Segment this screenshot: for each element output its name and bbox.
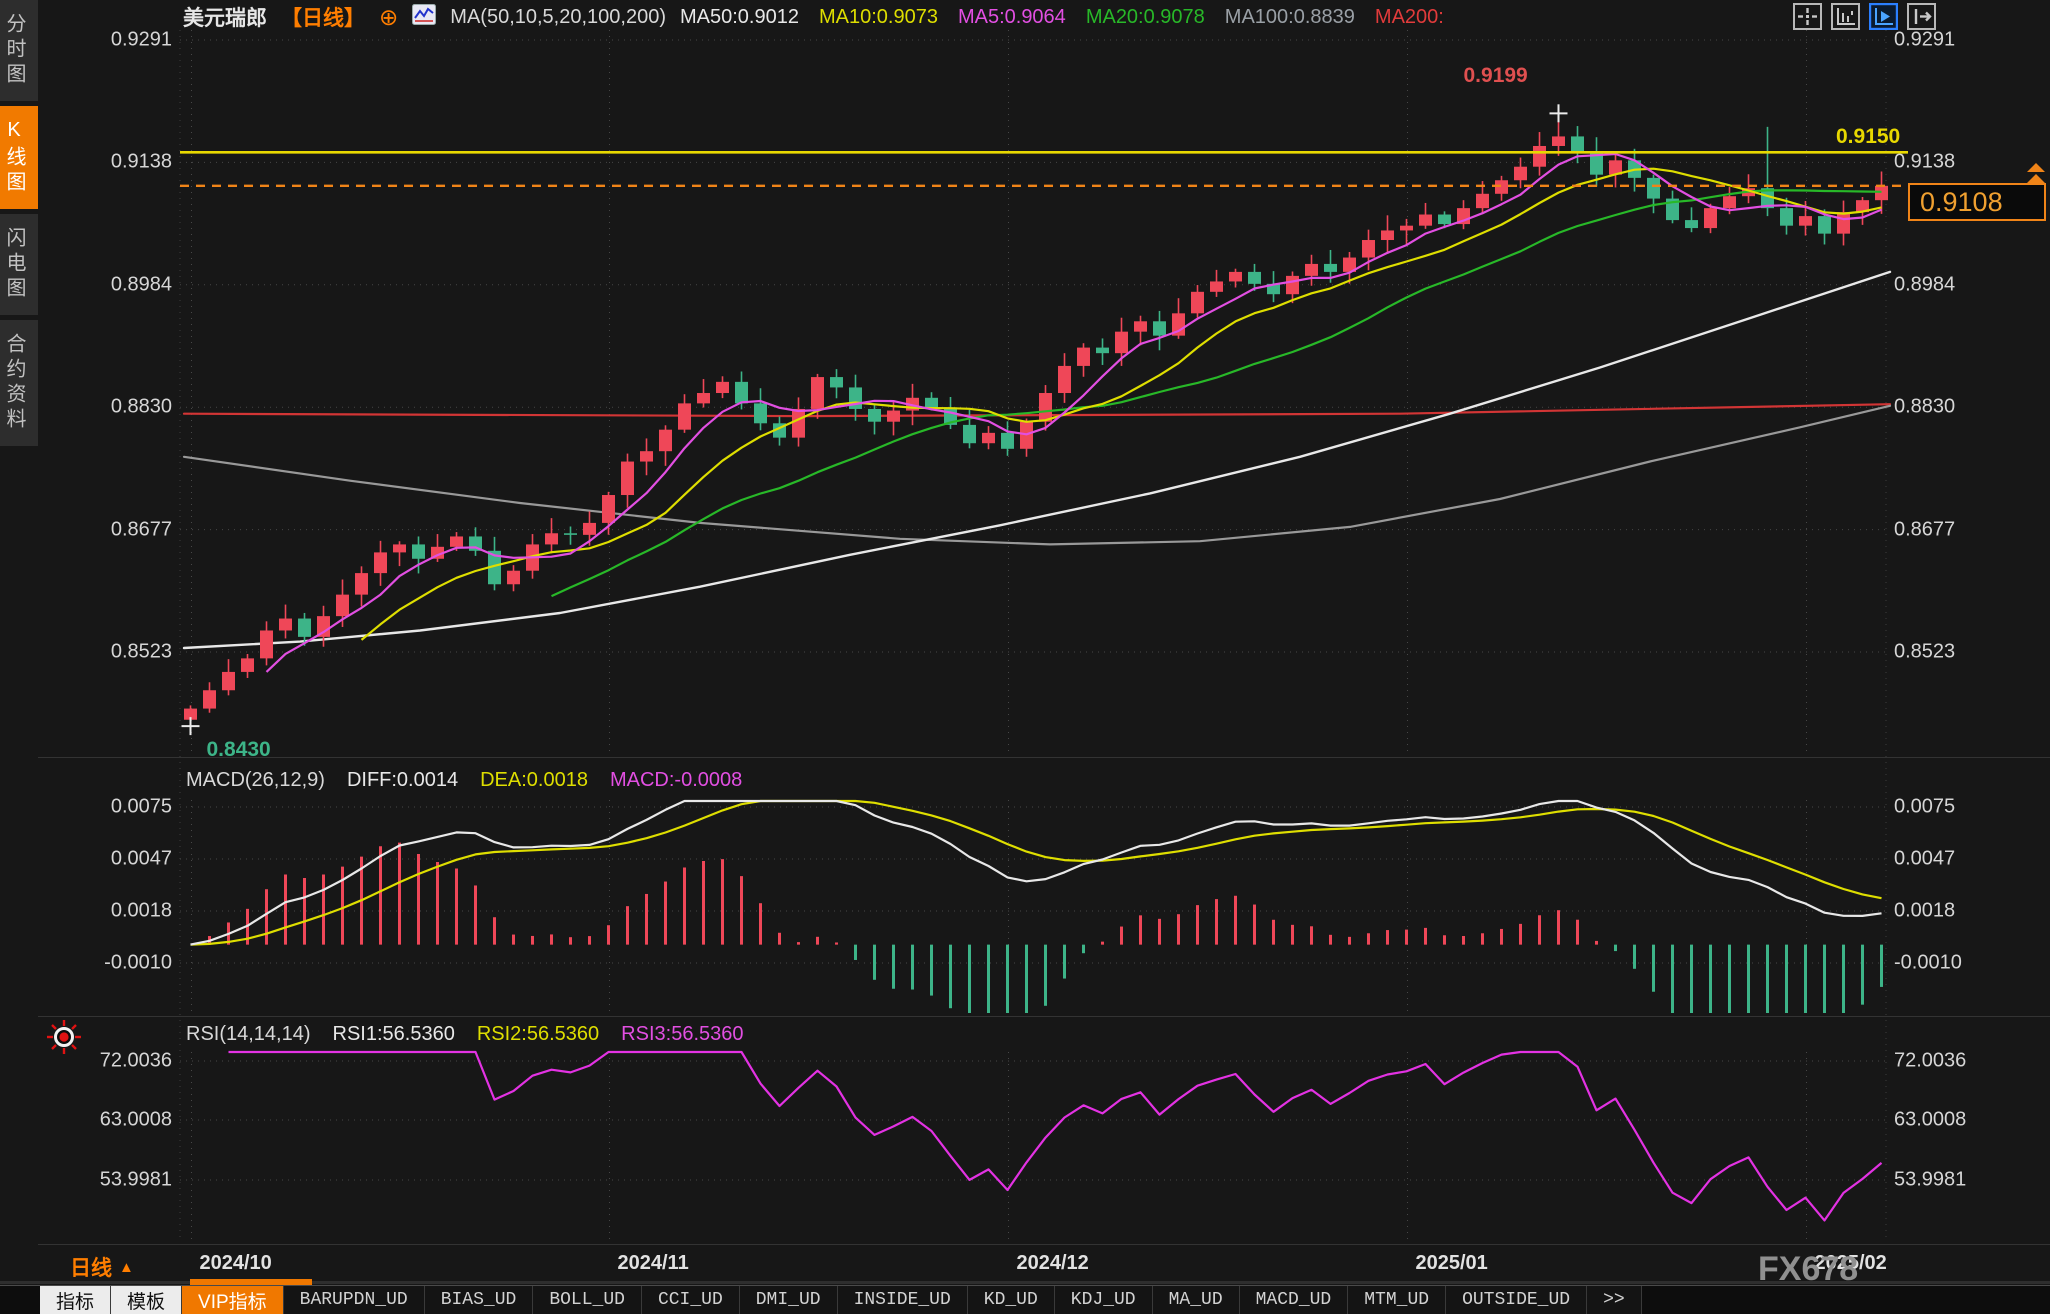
price-axis-label-left: 0.8677: [110, 518, 172, 541]
sidebar-item-2[interactable]: 闪电图: [0, 214, 38, 315]
candles-layer: [184, 113, 1888, 727]
date-axis-label: 2025/02: [1814, 1252, 1887, 1274]
chart-toolbar: [1793, 2, 1936, 31]
price-axis-label-left: 0.8984: [110, 273, 172, 296]
chart-thumbnail-icon[interactable]: [412, 4, 437, 30]
price-axis-label-right: 0.8523: [1894, 640, 1956, 663]
indicator-tab-8[interactable]: INSIDE_UD: [837, 1286, 968, 1314]
rsi-axis-label-left: 53.9981: [99, 1168, 172, 1191]
current-price-box: 0.9108: [1908, 183, 2046, 221]
panel-divider: [0, 1016, 2050, 1017]
date-axis-label: 2024/11: [617, 1252, 689, 1274]
macd-params: MACD(26,12,9): [186, 769, 325, 791]
indicator-tab-6[interactable]: CCI_UD: [641, 1286, 740, 1314]
panel-divider: [0, 757, 2050, 758]
ma-legend-value-5: MA200:: [1374, 5, 1444, 28]
indicator-tab-1[interactable]: 模板: [111, 1286, 183, 1314]
indicator-tab-14[interactable]: OUTSIDE_UD: [1446, 1286, 1588, 1314]
chart-play-icon[interactable]: [1868, 2, 1899, 31]
price-axis-label-right: 0.9291: [1894, 28, 1956, 51]
axis-scale-icon[interactable]: [1831, 3, 1860, 30]
macd-axis-label-right: -0.0010: [1894, 951, 1962, 974]
indicator-tab-12[interactable]: MACD_UD: [1239, 1286, 1349, 1314]
high-price-annotation: 0.9199: [1463, 64, 1528, 88]
chart-header: 美元瑞郎 【日线】 ⊕ MA(50,10,5,20,100,200) MA50:…: [183, 3, 1444, 31]
ma-values: MA50:0.9012 MA10:0.9073 MA5:0.9064 MA20:0.9…: [680, 6, 1444, 29]
crosshair-icon[interactable]: [1793, 3, 1822, 30]
sidebar-item-1[interactable]: K线图: [0, 106, 38, 209]
ma-legend-value-1: MA10:0.9073: [818, 5, 938, 28]
indicator-tab-7[interactable]: DMI_UD: [739, 1286, 838, 1314]
sidebar-item-3[interactable]: 合约资料: [0, 320, 38, 446]
indicator-tab-9[interactable]: KD_UD: [967, 1286, 1055, 1314]
sidebar-item-0[interactable]: 分时图: [0, 0, 38, 101]
indicator-tabbar: 指标 模板 VIP指标 BARUPDN_UD BIAS_UD BOLL_UD CCI_UD D…: [0, 1285, 2050, 1314]
date-axis-label: 2025/01: [1415, 1252, 1488, 1274]
macd-axis-label-right: 0.0047: [1894, 847, 1956, 870]
period-selector[interactable]: 日线 ▲: [70, 1252, 134, 1282]
rsi-axis-label-left: 72.0036: [99, 1049, 172, 1072]
macd-dea-value: DEA:0.0018: [480, 769, 588, 791]
price-up-arrows-icon[interactable]: [2026, 163, 2046, 190]
macd-axis-label-left: 0.0075: [110, 795, 172, 818]
rsi-axis-label-right: 63.0008: [1894, 1108, 1967, 1131]
left-sidebar: 分时图 K线图闪电图合约资料: [0, 0, 38, 1314]
rsi-label-row: RSI(14,14,14) RSI1:56.5360 RSI2:56.5360 …: [186, 1023, 744, 1046]
indicator-tab-10[interactable]: KDJ_UD: [1054, 1286, 1153, 1314]
watermark: FX678: [1758, 1250, 1859, 1288]
macd-axis-label-left: -0.0010: [104, 951, 172, 974]
price-axis-label-left: 0.9291: [110, 28, 172, 51]
indicator-tab-5[interactable]: BOLL_UD: [533, 1286, 642, 1314]
rsi2-value: RSI2:56.5360: [476, 1023, 600, 1045]
price-axis-label-right: 0.8984: [1894, 273, 1956, 296]
price-axis-label-left: 0.8830: [110, 395, 172, 418]
price-axis-label-right: 0.8830: [1894, 395, 1956, 418]
ma-legend-value-3: MA20:0.9078: [1085, 5, 1205, 28]
indicator-tab-3[interactable]: BARUPDN_UD: [283, 1286, 425, 1314]
macd-diff-value: DIFF:0.0014: [346, 769, 459, 791]
indicator-tab-15[interactable]: >>: [1587, 1286, 1642, 1314]
macd-value: MACD:-0.0008: [609, 769, 743, 791]
macd-axis-label-left: 0.0018: [110, 899, 172, 922]
indicator-tab-11[interactable]: MA_UD: [1152, 1286, 1240, 1314]
period-selector-label: 日线: [70, 1257, 112, 1280]
indicator-tab-0[interactable]: 指标: [40, 1286, 112, 1314]
ma-group-label: MA(50,10,5,20,100,200): [450, 5, 666, 28]
indicator-tab-4[interactable]: BIAS_UD: [424, 1286, 534, 1314]
ma-legend-value-2: MA5:0.9064: [957, 5, 1066, 28]
ma-legend-value-4: MA100:0.8839: [1224, 5, 1355, 28]
macd-axis-label-right: 0.0018: [1894, 899, 1956, 922]
rsi-axis-label-left: 63.0008: [99, 1108, 172, 1131]
price-axis-label-right: 0.8677: [1894, 518, 1956, 541]
resistance-price-label: 0.9150: [1836, 125, 1901, 149]
indicator-tab-2[interactable]: VIP指标: [182, 1286, 284, 1314]
rsi3-value: RSI3:56.5360: [621, 1023, 744, 1045]
macd-axis-label-right: 0.0075: [1894, 795, 1956, 818]
symbol-name: 美元瑞郎: [183, 7, 267, 30]
date-axis-label: 2024/10: [199, 1252, 272, 1274]
low-price-annotation: 0.8430: [206, 738, 271, 762]
price-axis-label-left: 0.8523: [110, 640, 172, 663]
price-axis-label-right: 0.9138: [1894, 150, 1956, 173]
pan-right-icon[interactable]: [1907, 3, 1936, 30]
rsi-axis-label-right: 53.9981: [1894, 1168, 1967, 1191]
macd-axis-label-left: 0.0047: [110, 847, 172, 870]
rsi-params: RSI(14,14,14): [186, 1023, 311, 1045]
price-axis-label-left: 0.9138: [110, 150, 172, 173]
indicator-tab-13[interactable]: MTM_UD: [1348, 1286, 1447, 1314]
macd-label-row: MACD(26,12,9) DIFF:0.0014 DEA:0.0018 MAC…: [186, 769, 742, 792]
alert-sun-icon[interactable]: [46, 1019, 82, 1060]
chart-scrollbar-thumb[interactable]: [190, 1279, 312, 1285]
panel-divider: [0, 1244, 2050, 1245]
chart-scrollbar-track[interactable]: [0, 1281, 2050, 1284]
rsi-axis-label-right: 72.0036: [1894, 1049, 1967, 1072]
add-indicator-icon[interactable]: ⊕: [379, 3, 399, 30]
rsi1-value: RSI1:56.5360: [332, 1023, 455, 1045]
date-axis-label: 2024/12: [1016, 1252, 1089, 1274]
period-selector-arrow-icon: ▲: [119, 1258, 134, 1276]
ma-legend-value-0: MA50:0.9012: [679, 5, 799, 28]
period-label: 【日线】: [281, 7, 365, 30]
